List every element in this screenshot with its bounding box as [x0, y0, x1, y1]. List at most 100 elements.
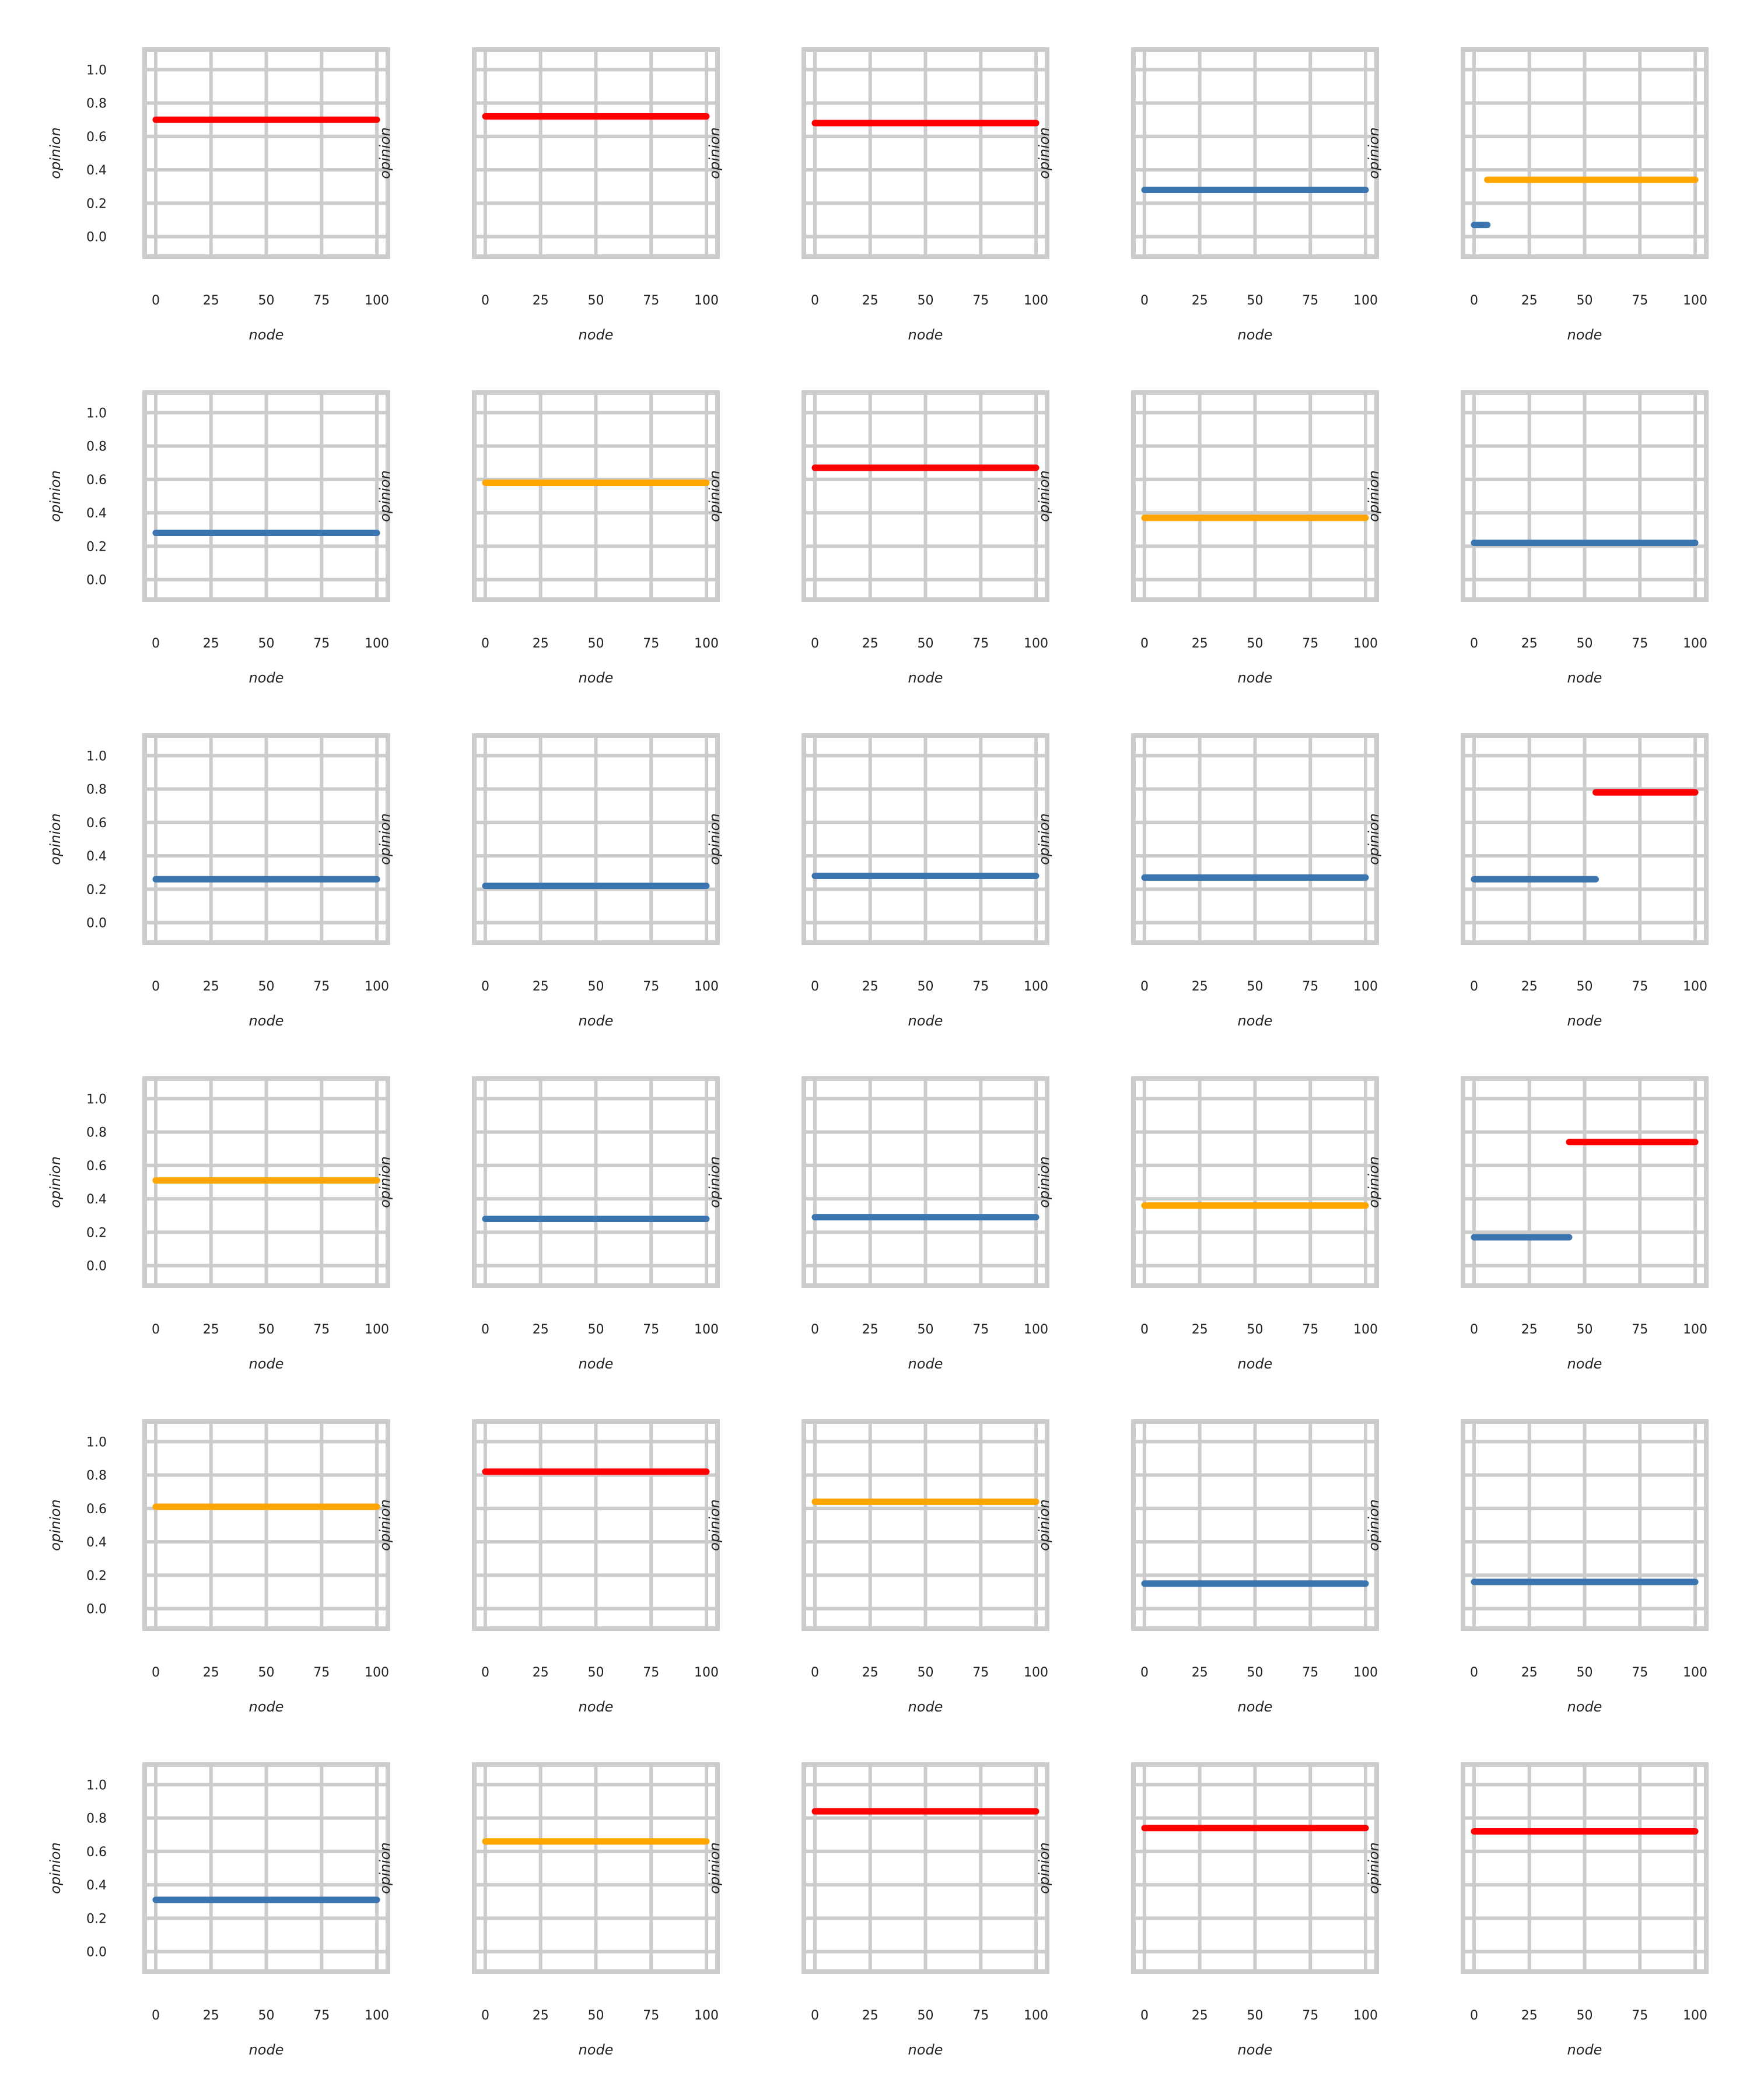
y-axis-label: opinion — [1366, 1156, 1382, 1208]
panels-group: 0 25 50 75 1000.00.20.40.60.81.0nodeopinion0… — [47, 47, 1709, 2058]
x-tick-label: 0 — [1470, 979, 1478, 994]
x-tick-label: 100 — [1683, 636, 1707, 651]
x-tick-label: 0 — [152, 2008, 160, 2023]
x-tick-label: 100 — [1683, 293, 1707, 308]
x-tick-label: 0 — [1140, 1322, 1149, 1337]
panel-25: 0 25 50 75 100 node opinion — [1366, 1419, 1709, 1715]
y-axis-label: opinion — [706, 470, 723, 522]
x-tick-label: 0 — [152, 636, 160, 651]
x-tick-label: 0 — [1140, 1665, 1149, 1680]
x-axis-label: node — [908, 1356, 943, 1372]
panel-26: 0 25 50 75 100 0.0 0.2 0.4 0.6 0.8 1.0 node opinion — [47, 1762, 390, 2058]
x-axis-label: node — [249, 1013, 284, 1029]
x-tick-label: 50 — [918, 1322, 934, 1337]
x-tick-label: 75 — [643, 1322, 659, 1337]
panel-16: 0 25 50 75 100 0.0 0.2 0.4 0.6 0.8 1.0 node opinion — [47, 1076, 390, 1372]
y-tick-label: 0.8 — [86, 440, 107, 454]
y-tick-label: 0.2 — [86, 197, 107, 211]
x-tick-label: 75 — [1632, 1322, 1648, 1337]
x-tick-label: 50 — [588, 2008, 604, 2023]
panel-3: 0 25 50 75 100 node opinion — [706, 47, 1049, 343]
x-tick-label: 100 — [365, 293, 389, 308]
x-tick-label: 100 — [365, 636, 389, 651]
y-tick-label: 0.2 — [86, 540, 107, 554]
x-axis-label: node — [1567, 670, 1602, 686]
y-axis-label: opinion — [377, 127, 393, 178]
x-tick-label: 100 — [1353, 979, 1378, 994]
x-tick-label: 0 — [1140, 293, 1149, 308]
panel-23: 0 25 50 75 100 node opinion — [706, 1419, 1049, 1715]
y-tick-label: 0.4 — [86, 1535, 107, 1550]
x-tick-label: 100 — [1683, 979, 1707, 994]
x-tick-label: 25 — [203, 636, 219, 651]
x-tick-label: 100 — [1683, 1322, 1707, 1337]
x-tick-label: 75 — [643, 636, 659, 651]
x-tick-label: 25 — [203, 979, 219, 994]
x-axis-label: node — [1567, 327, 1602, 343]
x-tick-label: 0 — [811, 1665, 819, 1680]
x-tick-label: 75 — [972, 293, 989, 308]
x-tick-label: 50 — [1247, 1665, 1264, 1680]
panel-8: 0 25 50 75 100 node opinion — [706, 390, 1049, 686]
x-tick-label: 25 — [533, 293, 549, 308]
y-axis-label: opinion — [47, 1156, 64, 1208]
y-tick-label: 0.6 — [86, 130, 107, 145]
x-tick-label: 75 — [643, 979, 659, 994]
x-axis-label: node — [1238, 670, 1273, 686]
x-tick-label: 25 — [862, 2008, 878, 2023]
x-tick-label: 25 — [1192, 1322, 1208, 1337]
x-tick-label: 50 — [1577, 1322, 1593, 1337]
x-tick-label: 0 — [1470, 2008, 1478, 2023]
x-tick-label: 50 — [258, 1665, 275, 1680]
x-tick-label: 50 — [588, 1665, 604, 1680]
x-tick-label: 100 — [365, 1322, 389, 1337]
x-axis-label: node — [579, 2042, 614, 2058]
x-tick-label: 0 — [481, 1322, 489, 1337]
x-axis-label: node — [908, 327, 943, 343]
x-tick-label: 100 — [694, 979, 719, 994]
x-tick-label: 100 — [1024, 1322, 1048, 1337]
x-tick-label: 75 — [1632, 293, 1648, 308]
x-tick-label: 25 — [1521, 2008, 1538, 2023]
y-axis-label: opinion — [47, 470, 64, 522]
x-axis-label: node — [1238, 1699, 1273, 1715]
panel-24: 0 25 50 75 100 node opinion — [1036, 1419, 1379, 1715]
x-tick-label: 50 — [918, 2008, 934, 2023]
x-tick-label: 25 — [1521, 1322, 1538, 1337]
x-tick-label: 75 — [1632, 636, 1648, 651]
x-tick-label: 75 — [1302, 1665, 1318, 1680]
x-tick-label: 100 — [365, 979, 389, 994]
y-axis-label: opinion — [377, 1842, 393, 1894]
y-tick-label: 0.0 — [86, 1259, 107, 1274]
x-tick-label: 50 — [918, 979, 934, 994]
x-tick-label: 0 — [481, 2008, 489, 2023]
x-tick-label: 100 — [1353, 1665, 1378, 1680]
x-tick-label: 75 — [313, 979, 330, 994]
x-axis-label: node — [1567, 1013, 1602, 1029]
x-tick-label: 0 — [811, 636, 819, 651]
y-tick-label: 1.0 — [86, 406, 107, 421]
x-axis-label: node — [249, 2042, 284, 2058]
y-tick-label: 0.8 — [86, 1126, 107, 1140]
x-tick-label: 100 — [1353, 2008, 1378, 2023]
panel-6: 0 25 50 75 100 0.0 0.2 0.4 0.6 0.8 1.0 node opinion — [47, 390, 390, 686]
x-tick-label: 75 — [313, 2008, 330, 2023]
x-tick-label: 0 — [1470, 1665, 1478, 1680]
panel-15: 0 25 50 75 100 node opinion — [1366, 733, 1709, 1029]
x-tick-label: 100 — [1683, 2008, 1707, 2023]
x-tick-label: 50 — [258, 293, 275, 308]
x-axis-label: node — [1567, 2042, 1602, 2058]
x-tick-label: 50 — [1247, 979, 1264, 994]
x-tick-label: 75 — [1302, 636, 1318, 651]
y-tick-label: 0.6 — [86, 1502, 107, 1517]
y-axis-label: opinion — [47, 1499, 64, 1550]
x-tick-label: 50 — [258, 1322, 275, 1337]
panel-2: 0 25 50 75 100 node opinion — [377, 47, 720, 343]
y-axis-label: opinion — [706, 813, 723, 864]
y-axis-label: opinion — [706, 127, 723, 178]
x-axis-label: node — [579, 1356, 614, 1372]
y-axis-label: opinion — [1036, 1842, 1052, 1894]
x-tick-label: 25 — [203, 1665, 219, 1680]
y-tick-label: 0.8 — [86, 97, 107, 111]
x-axis-label: node — [908, 670, 943, 686]
